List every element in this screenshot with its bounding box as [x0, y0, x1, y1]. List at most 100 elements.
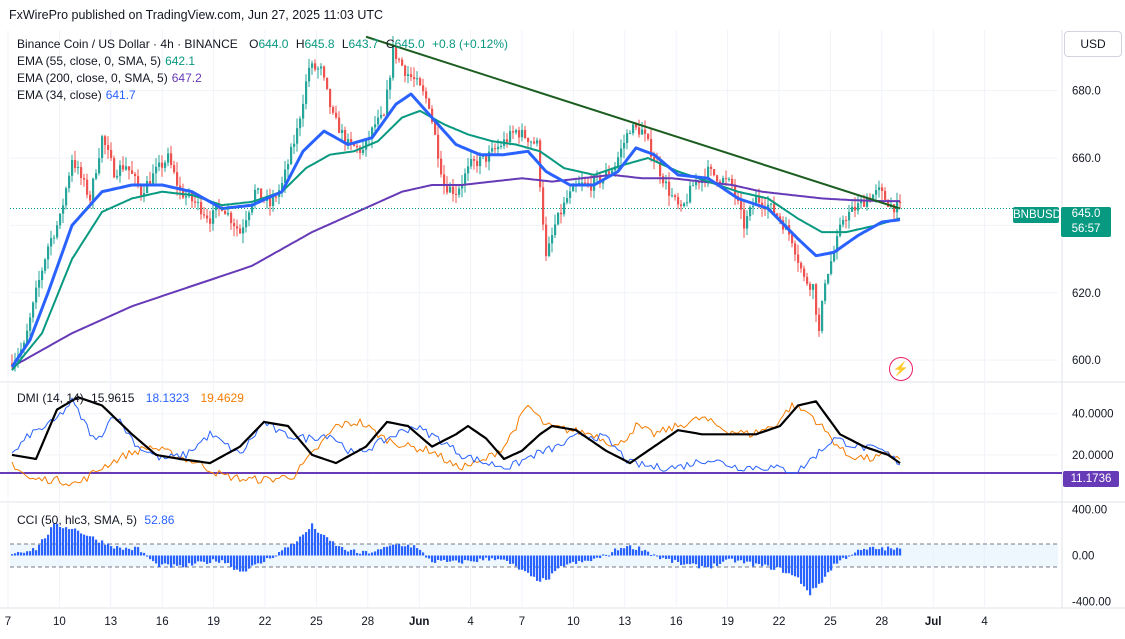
cci-bar: [842, 555, 845, 558]
cci-bar: [404, 546, 407, 556]
candle-body: [443, 174, 446, 187]
cci-bar: [521, 555, 524, 570]
cci-bar: [671, 555, 674, 563]
cci-bar: [755, 555, 758, 564]
cci-bar: [101, 540, 104, 556]
ema55-line: [11, 109, 901, 371]
cci-bar: [695, 555, 698, 565]
candle-body: [347, 139, 350, 144]
cci-bar: [461, 555, 464, 564]
cci-bar: [635, 549, 638, 556]
candle-body: [320, 66, 323, 69]
candle-body: [836, 236, 839, 253]
symbol-title[interactable]: Binance Coin / US Dollar · 4h · BINANCE: [17, 37, 238, 51]
candle-body: [227, 212, 230, 215]
candle-body: [425, 91, 428, 99]
candle-body: [512, 131, 515, 133]
candle-body: [731, 178, 734, 185]
ema55-legend[interactable]: EMA (55, close, 0, SMA, 5) 642.1: [17, 53, 508, 70]
candle-body: [434, 122, 437, 135]
cci-bar: [818, 555, 821, 584]
cci-bar: [386, 546, 389, 556]
cci-bar: [665, 555, 668, 559]
candle-body: [371, 127, 374, 139]
flash-icon[interactable]: ⚡: [889, 357, 913, 381]
candle-body: [314, 63, 317, 70]
candle-body: [479, 156, 482, 167]
cci-bar: [203, 555, 206, 562]
cci-bar: [137, 547, 140, 556]
time-tick-label: 25: [824, 616, 837, 628]
cci-bar: [656, 555, 659, 557]
cci-bar: [335, 545, 338, 556]
cci-bar: [890, 548, 893, 556]
ema200-legend[interactable]: EMA (200, close, 0, SMA, 5) 647.2: [17, 70, 508, 87]
cci-bar: [365, 551, 368, 556]
candle-body: [440, 158, 443, 175]
candle-body: [755, 196, 758, 206]
cci-legend[interactable]: CCI (50, hlc3, SMA, 5) 52.86: [17, 512, 174, 529]
candle-body: [800, 262, 803, 269]
cci-bar: [443, 555, 446, 560]
candle-body: [395, 45, 398, 59]
cci-bar: [524, 555, 527, 572]
candle-body: [29, 317, 32, 331]
candle-body: [245, 220, 248, 228]
cci-bar: [578, 555, 581, 561]
cci-bar: [368, 553, 371, 556]
cci-bar: [491, 555, 494, 559]
cci-bar: [698, 555, 701, 569]
cci-bar: [350, 549, 353, 556]
cci-bar: [749, 555, 752, 562]
dmi-plus-line: [11, 397, 901, 474]
candle-body: [446, 186, 449, 193]
cci-bar: [410, 547, 413, 556]
cci-bar: [107, 543, 110, 556]
candle-body: [242, 227, 245, 234]
cci-bar: [875, 549, 878, 556]
candle-body: [365, 139, 368, 150]
cci-bar: [812, 555, 815, 589]
candle-body: [587, 182, 590, 184]
candle-body: [611, 170, 614, 174]
cci-bar: [716, 555, 719, 567]
time-tick-label: 25: [310, 616, 323, 628]
candle-body: [191, 193, 194, 202]
candle-body: [56, 225, 59, 238]
cci-bar: [746, 555, 749, 562]
candle-body: [452, 186, 455, 194]
cci-bar: [866, 549, 869, 556]
candle-body: [749, 207, 752, 217]
cci-bar: [485, 555, 488, 558]
candle-body: [746, 216, 749, 229]
ema34-legend[interactable]: EMA (34, close) 641.7: [17, 87, 508, 104]
candle-body: [122, 165, 125, 170]
currency-button[interactable]: USD: [1064, 31, 1122, 57]
candle-body: [551, 235, 554, 244]
candle-body: [893, 204, 896, 213]
candle-body: [467, 166, 470, 174]
candle-body: [485, 155, 488, 162]
cci-bar: [431, 555, 434, 563]
candle-body: [794, 243, 797, 255]
cci-bar: [566, 555, 569, 565]
cci-bar: [722, 555, 725, 562]
cci-bar: [359, 553, 362, 556]
cci-bar: [806, 555, 809, 591]
cci-bar: [734, 555, 737, 563]
cci-bar: [884, 550, 887, 556]
candle-body: [185, 196, 188, 198]
cci-bar: [473, 555, 476, 562]
dmi-legend[interactable]: DMI (14, 14) 15.9615 18.1323 19.4629: [17, 390, 244, 407]
candle-body: [725, 178, 728, 180]
candle-body: [770, 203, 773, 205]
cci-bar: [302, 534, 305, 556]
dmi-minus-line: [11, 402, 901, 487]
cci-bar: [539, 555, 542, 582]
cci-bar: [143, 552, 146, 556]
candle-body: [677, 197, 680, 205]
candle-body: [689, 185, 692, 203]
candle-body: [317, 68, 320, 70]
cci-bar: [641, 550, 644, 556]
